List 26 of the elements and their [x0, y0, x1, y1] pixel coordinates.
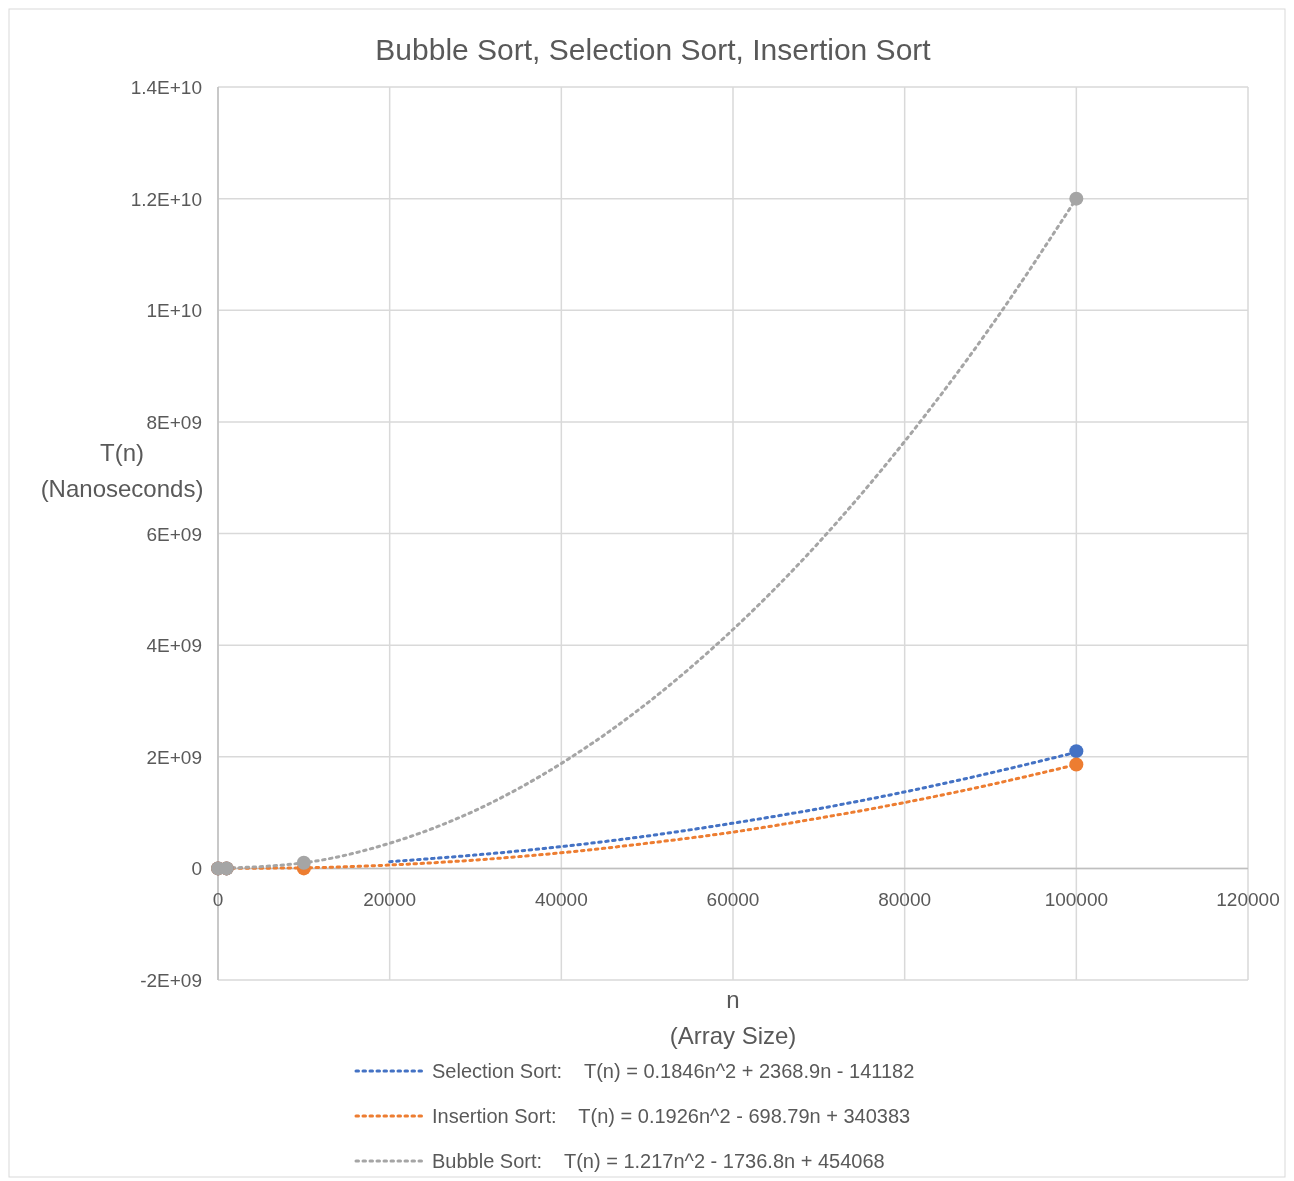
y-tick-label: -2E+09 [140, 970, 202, 991]
x-tick-label: 40000 [534, 889, 588, 911]
y-tick-label: 1.4E+10 [130, 77, 202, 98]
y-tick-label: 1E+10 [146, 300, 202, 322]
point [1069, 744, 1084, 759]
y-tick-label: 8E+09 [146, 411, 202, 433]
y-tick-label: 0 [191, 858, 202, 880]
point [296, 855, 311, 870]
y-axis-title: T(n) (Nanoseconds) [40, 439, 204, 502]
legend-label: Selection Sort: T(n) = 0.1846n^2 + 2368.9n - 141182 [432, 1060, 915, 1082]
legend-label: Bubble Sort: T(n) = 1.217n^2 - 1736.8n + 454068 [432, 1150, 885, 1172]
point [1069, 757, 1084, 772]
y-tick-label: 2E+09 [146, 746, 202, 768]
x-tick-label: 120000 [1216, 889, 1280, 911]
x-tick-label: 80000 [878, 889, 932, 911]
y-tick-label: 6E+09 [146, 523, 202, 545]
x-axis-title: n (Array Size) [669, 986, 797, 1049]
x-tick-label: 100000 [1044, 889, 1109, 911]
x-tick-label: 0 [212, 889, 224, 911]
point [1069, 191, 1084, 206]
legend-label: Insertion Sort: T(n) = 0.1926n^2 - 698.79n + 340383 [432, 1105, 911, 1127]
chart-title: Bubble Sort, Selection Sort, Insertion Sort [375, 33, 932, 66]
x-tick-label: 20000 [363, 889, 417, 911]
y-tick-label: 4E+09 [146, 635, 202, 657]
x-tick-label: 60000 [706, 889, 760, 911]
y-tick-label: 1.2E+10 [130, 188, 202, 210]
